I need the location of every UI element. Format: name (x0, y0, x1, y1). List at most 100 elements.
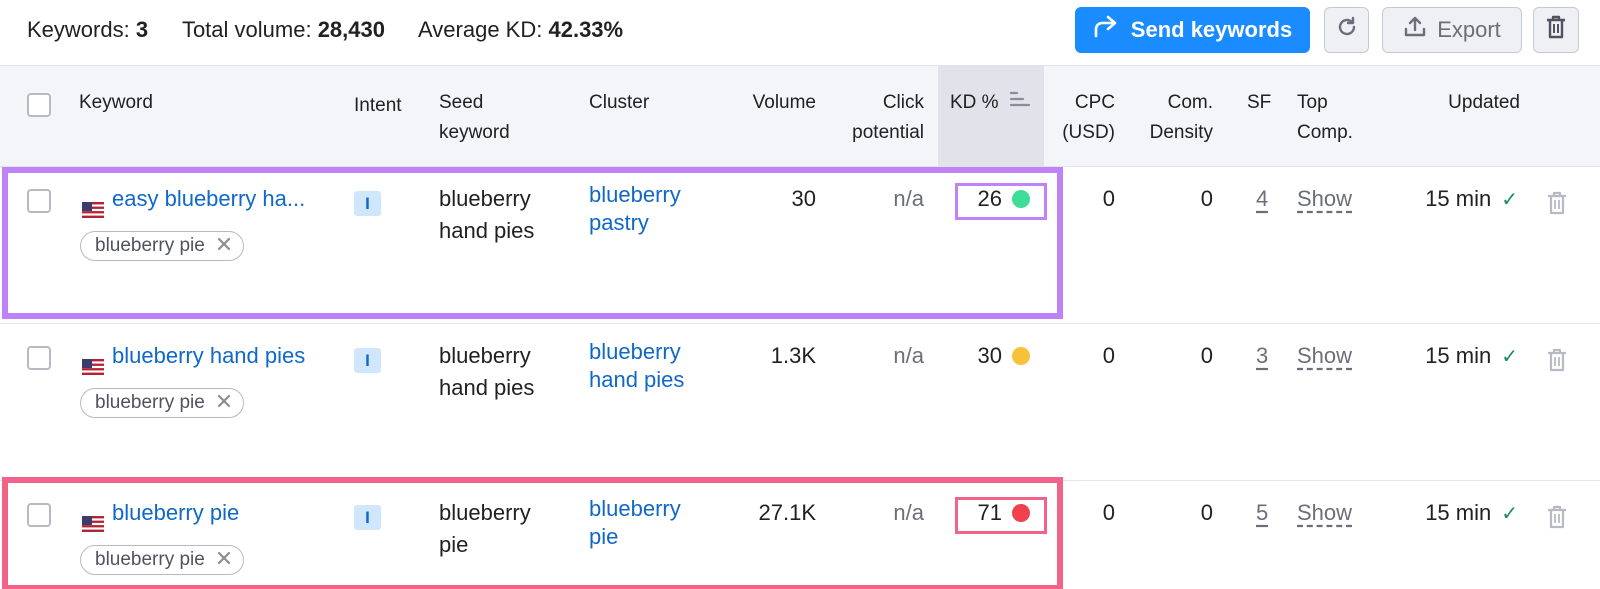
seed-line2: pie (439, 532, 469, 557)
cpc-value: 0 (1102, 186, 1115, 211)
tag-label: blueberry pie (95, 392, 205, 413)
row-delete-button[interactable] (1547, 348, 1567, 377)
row-checkbox[interactable] (27, 346, 51, 370)
check-icon: ✓ (1501, 346, 1518, 368)
cluster-line2: hand pies (589, 367, 685, 392)
volume-value: 1.3K (770, 343, 816, 368)
col-top-comp[interactable]: Top Comp. (1297, 88, 1353, 148)
updated-text: 15 min (1425, 500, 1492, 525)
keywords-count: 3 (135, 17, 149, 42)
col-seed-keyword[interactable]: Seed keyword (439, 88, 510, 148)
seed-keyword: blueberry hand pies (439, 183, 534, 247)
volume-label: Total volume: (181, 17, 312, 42)
cpc-value: 0 (1102, 500, 1115, 525)
trash-icon (1547, 505, 1567, 533)
row-delete-button[interactable] (1547, 505, 1567, 534)
cluster-link[interactable]: blueberry pastry (589, 181, 681, 237)
select-all-checkbox[interactable] (27, 93, 51, 117)
seed-line1: blueberry (439, 500, 531, 525)
tag-label: blueberry pie (95, 235, 205, 256)
col-kd-label: KD % (950, 92, 999, 113)
col-keyword[interactable]: Keyword (79, 92, 153, 113)
table-row: easy blueberry ha... blueberry pie I blu… (0, 167, 1600, 324)
sf-value[interactable]: 4 (1256, 186, 1269, 211)
col-top-line2: Comp. (1297, 122, 1353, 143)
volume-value: 30 (791, 186, 816, 211)
updated-text: 15 min (1425, 186, 1492, 211)
tag-label: blueberry pie (95, 549, 205, 570)
kd-number: 30 (977, 343, 1002, 368)
cluster-line2: pie (589, 524, 619, 549)
col-cpc-line2: (USD) (1062, 122, 1115, 143)
share-arrow-icon (1093, 15, 1119, 45)
row-delete-button[interactable] (1547, 191, 1567, 220)
upload-icon (1403, 15, 1427, 45)
updated-value: 15 min ✓ (1400, 340, 1518, 373)
sf-value[interactable]: 3 (1256, 343, 1269, 368)
keyword-link[interactable]: blueberry hand pies (112, 343, 306, 368)
summary-toolbar: Keywords: 3 Total volume: 28,430 Average… (0, 0, 1600, 64)
col-cpc[interactable]: CPC (USD) (1040, 88, 1115, 148)
keyword-link[interactable]: blueberry pie (112, 500, 240, 525)
col-top-line1: Top (1297, 92, 1328, 113)
us-flag-icon (82, 516, 104, 532)
keywords-label: Keywords: (27, 17, 130, 42)
kd-value: 30 (956, 340, 1030, 372)
close-icon[interactable] (217, 235, 231, 257)
col-volume[interactable]: Volume (752, 92, 816, 113)
keyword-tag: blueberry pie (80, 388, 244, 418)
kd-number: 26 (977, 186, 1002, 211)
col-click-potential[interactable]: Click potential (820, 88, 924, 148)
trash-icon (1547, 348, 1567, 376)
row-checkbox[interactable] (27, 503, 51, 527)
keyword-tag: blueberry pie (80, 545, 244, 575)
seed-keyword: blueberry pie (439, 497, 531, 561)
refresh-button[interactable] (1324, 7, 1369, 53)
total-volume: 28,430 (317, 17, 385, 42)
seed-line1: blueberry (439, 186, 531, 211)
kd-difficulty-dot (1012, 504, 1030, 522)
volume-value: 27.1K (758, 500, 817, 525)
kd-difficulty-dot (1012, 347, 1030, 365)
col-sf[interactable]: SF (1247, 92, 1272, 113)
col-intent[interactable]: Intent (354, 95, 402, 116)
keyword-link[interactable]: easy blueberry ha... (112, 186, 306, 211)
us-flag-icon (82, 359, 104, 375)
show-top-comp-link[interactable]: Show (1297, 500, 1353, 525)
col-click-line2: potential (852, 122, 924, 143)
row-checkbox[interactable] (27, 189, 51, 213)
check-icon: ✓ (1501, 503, 1518, 525)
send-keywords-label: Send keywords (1130, 17, 1293, 42)
show-top-comp-link[interactable]: Show (1297, 186, 1353, 211)
close-icon[interactable] (217, 392, 231, 414)
table-row: blueberry pie blueberry pie I blueberry … (0, 481, 1600, 589)
export-button[interactable]: Export (1382, 7, 1522, 53)
delete-all-button[interactable] (1533, 7, 1579, 53)
export-label: Export (1437, 17, 1501, 42)
average-kd: 42.33% (548, 17, 624, 42)
refresh-icon (1335, 15, 1359, 45)
cluster-link[interactable]: blueberry pie (589, 495, 681, 551)
click-potential-value: n/a (893, 500, 924, 525)
sf-value[interactable]: 5 (1256, 500, 1269, 525)
sort-icon (1009, 88, 1031, 118)
col-cluster[interactable]: Cluster (589, 92, 650, 113)
col-updated[interactable]: Updated (1448, 92, 1520, 113)
updated-text: 15 min (1425, 343, 1492, 368)
cpc-value: 0 (1102, 343, 1115, 368)
col-com-density[interactable]: Com. Density (1120, 88, 1213, 148)
col-seed-line2: keyword (439, 122, 510, 143)
cluster-line1: blueberry (589, 496, 681, 521)
table-header: Keyword Intent Seed keyword Cluster Volu… (0, 65, 1600, 167)
seed-line2: hand pies (439, 218, 535, 243)
com-density-value: 0 (1200, 343, 1213, 368)
send-keywords-button[interactable]: Send keywords (1075, 7, 1310, 53)
kd-label: Average KD: (418, 17, 543, 42)
col-kd[interactable]: KD % (950, 88, 1031, 118)
seed-line2: hand pies (439, 375, 535, 400)
show-top-comp-link[interactable]: Show (1297, 343, 1353, 368)
col-com-line2: Density (1149, 122, 1213, 143)
cluster-link[interactable]: blueberry hand pies (589, 338, 684, 394)
seed-line1: blueberry (439, 343, 531, 368)
close-icon[interactable] (217, 549, 231, 571)
